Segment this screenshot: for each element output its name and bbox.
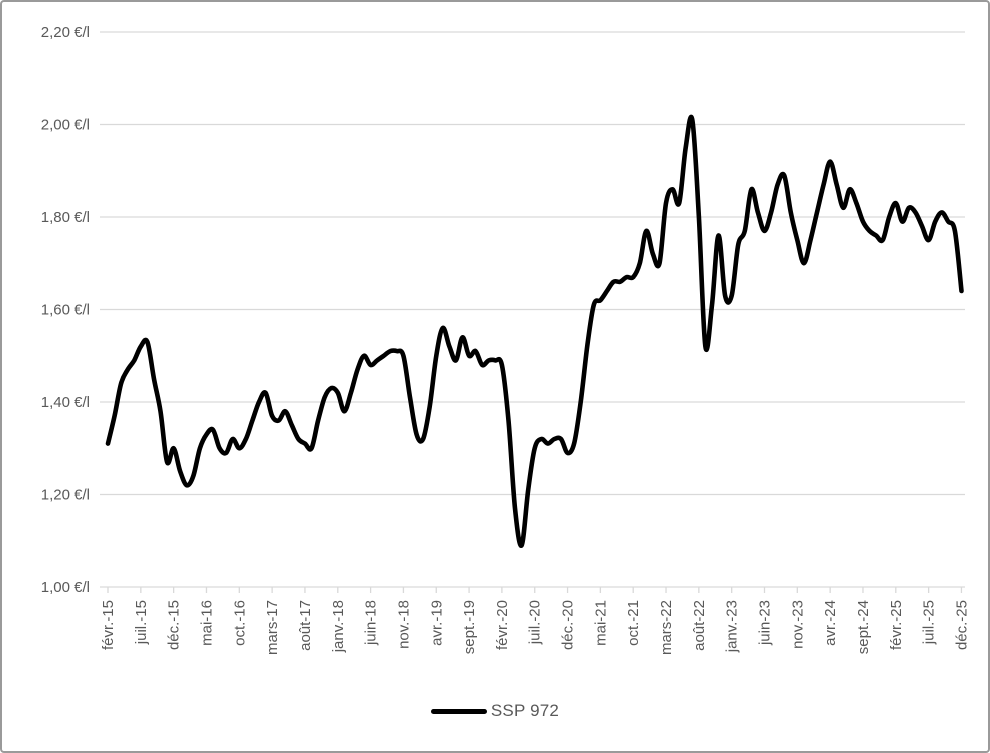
y-axis-tick-label: 1,80 €/l [41,209,90,226]
ssp972-series-line [105,114,964,548]
x-axis-tick-label: déc.-20 [560,600,577,650]
x-axis-tick-label: mai-21 [592,600,609,646]
x-axis-tick-label: août-22 [691,600,708,651]
x-axis-tick-label: juil.-15 [133,600,150,645]
legend: SSP 972 [2,701,988,721]
x-axis-tick-label: mars-22 [658,600,675,655]
x-axis-tick-label: mai-16 [198,600,215,646]
x-axis-tick-label: juin-23 [757,600,774,646]
x-axis-tick-label: oct.-16 [231,600,248,646]
y-axis-tick-label: 2,20 €/l [41,24,90,41]
x-axis-tick-label: juil.-25 [921,600,938,645]
x-axis-tick-label: août-17 [297,600,314,651]
x-axis-tick-label: févr.-25 [888,600,905,650]
x-axis-tick-label: janv.-23 [724,600,741,653]
y-axis-labels: 2,20 €/l 2,00 €/l 1,80 €/l 1,60 €/l 1,40 €/l… [41,24,90,596]
x-axis-tick-label: avr.-24 [822,600,839,646]
x-axis-tick-label: déc.-15 [166,600,183,650]
y-axis-tick-label: 1,20 €/l [41,487,90,504]
x-axis-tick-label: déc.-25 [953,600,970,650]
x-axis-labels: févr.-15 juil.-15 déc.-15 mai-16 oct.-16 mars… [100,600,970,655]
x-axis-tick-label: oct.-21 [625,600,642,646]
x-axis-tick-label: mars-17 [264,600,281,655]
x-axis-tick-label: avr.-19 [428,600,445,646]
x-axis-tick-label: nov.-18 [395,600,412,649]
x-axis-tick-label: nov.-23 [789,600,806,649]
legend-line-swatch [430,708,487,714]
legend-label: SSP 972 [490,701,560,720]
y-axis-tick-label: 1,60 €/l [41,302,90,319]
y-axis-tick-label: 1,00 €/l [41,579,90,596]
x-axis-tick-label: sept.-19 [461,600,478,654]
y-axis-tick-label: 2,00 €/l [41,117,90,134]
gridlines [100,31,965,588]
x-axis-tick-label: sept.-24 [855,600,872,654]
x-axis-tick-label: janv.-18 [330,600,347,653]
x-axis-tick-label: févr.-20 [494,600,511,650]
x-axis-ticks [107,587,963,593]
x-axis-tick-label: juil.-20 [527,600,544,645]
x-axis-tick-label: juin-18 [363,600,380,646]
y-axis-tick-label: 1,40 €/l [41,394,90,411]
x-axis-tick-label: févr.-15 [100,600,117,650]
